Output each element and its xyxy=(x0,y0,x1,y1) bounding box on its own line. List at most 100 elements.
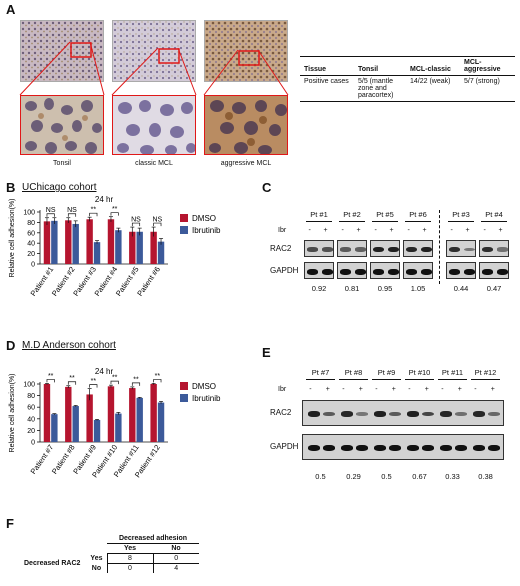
significance-bracket xyxy=(153,222,162,227)
plus-label: + xyxy=(325,386,330,393)
row-header-decreased-rac2: Decreased RAC2 xyxy=(24,559,81,567)
protein-band xyxy=(496,268,508,275)
protein-band xyxy=(389,445,402,451)
table-cell-classic: 14/22 (weak) xyxy=(410,78,451,85)
table-row: Decreased RAC2 Yes 8 0 xyxy=(20,553,199,567)
significance-label: ** xyxy=(133,376,139,383)
protein-band xyxy=(496,247,508,252)
ratio-value: 0.29 xyxy=(346,472,361,481)
bar-dmso xyxy=(43,384,51,442)
protein-band xyxy=(455,445,468,451)
treatment-label: Ibr xyxy=(278,227,287,234)
y-tick-label: 0 xyxy=(31,262,35,269)
bar-ibrutinib xyxy=(136,231,143,264)
bar-ibrutinib xyxy=(115,230,122,264)
protein-band xyxy=(449,246,461,253)
protein-band xyxy=(439,411,452,417)
significance-bracket xyxy=(46,379,55,383)
plus-label: + xyxy=(356,227,361,234)
bar-ibrutinib xyxy=(93,419,101,442)
significance-label: ** xyxy=(91,207,97,214)
significance-bracket xyxy=(89,384,98,388)
protein-band xyxy=(406,268,418,275)
patient-underline xyxy=(372,379,401,380)
blot-strip-gapdh xyxy=(337,262,367,279)
y-tick-label: 80 xyxy=(27,393,35,400)
protein-band xyxy=(373,445,386,451)
significance-label: ** xyxy=(112,206,118,213)
patient-underline xyxy=(471,379,500,380)
y-tick-label: 20 xyxy=(27,428,35,435)
patient-label: Pt #6 xyxy=(409,210,427,219)
patient-underline xyxy=(405,221,431,222)
y-tick-label: 60 xyxy=(27,405,35,412)
protein-band xyxy=(406,246,418,253)
ratio-value: 0.92 xyxy=(311,284,327,293)
plus-label: + xyxy=(490,386,495,393)
table-header-tissue: Tissue xyxy=(304,66,327,73)
significance-bracket xyxy=(110,380,119,385)
significance-label: ** xyxy=(91,378,97,385)
tissue-staining-table: Tissue Tonsil MCL-classic MCL-aggressive… xyxy=(300,56,515,102)
patient-underline xyxy=(438,379,467,380)
minus-label: - xyxy=(474,386,477,393)
protein-band xyxy=(482,268,494,275)
col-yes: Yes xyxy=(107,543,153,554)
protein-band xyxy=(472,411,485,417)
plus-label: + xyxy=(457,386,462,393)
minus-label: - xyxy=(308,227,311,234)
protein-band xyxy=(340,247,352,252)
protein-band xyxy=(449,268,461,275)
protein-band xyxy=(439,445,452,451)
bar-ibrutinib xyxy=(93,242,101,264)
significance-bracket xyxy=(110,212,119,216)
panel-f-label: F xyxy=(6,516,14,531)
table-header-mcl-classic: MCL-classic xyxy=(410,66,451,73)
patient-underline xyxy=(339,379,368,380)
protein-band xyxy=(387,268,399,275)
blot-strip-rac2 xyxy=(403,240,433,257)
protein-band xyxy=(340,411,353,417)
bar-ibrutinib xyxy=(72,223,79,264)
divider-dashed xyxy=(439,210,440,284)
y-tick-label: 60 xyxy=(27,230,35,237)
bar-dmso xyxy=(86,219,93,264)
y-axis-label: Relative cell adhesion(%) xyxy=(9,199,16,278)
chart-b-title: UChicago cohort xyxy=(22,182,97,193)
patient-label: Pt #10 xyxy=(408,368,431,377)
significance-bracket xyxy=(46,213,55,217)
minus-label: - xyxy=(408,386,411,393)
ratio-value: 0.67 xyxy=(412,472,427,481)
protein-band xyxy=(482,246,494,253)
significance-label: ** xyxy=(48,373,54,380)
significance-bracket xyxy=(67,213,77,217)
patient-label: Pt #9 xyxy=(377,368,396,377)
classic-mcl-low-mag-image xyxy=(112,20,196,82)
chart-subtitle: 24 hr xyxy=(95,367,114,376)
patient-underline xyxy=(481,221,507,222)
panel-e-label: E xyxy=(262,345,271,360)
patient-underline xyxy=(306,221,332,222)
significance-bracket xyxy=(67,381,77,385)
plus-label: + xyxy=(391,386,396,393)
protein-band xyxy=(356,445,369,451)
minus-label: - xyxy=(375,386,378,393)
zoom-lines xyxy=(19,41,289,96)
protein-band xyxy=(323,411,336,417)
patient-label: Pt #5 xyxy=(376,210,394,219)
patient-label: Pt #3 xyxy=(452,210,470,219)
bar-dmso xyxy=(65,220,72,264)
minus-label: - xyxy=(450,227,453,234)
legend-swatch xyxy=(180,382,188,390)
blot-strip-gapdh xyxy=(446,262,476,279)
panel-a-label: A xyxy=(6,2,16,17)
protein-band xyxy=(455,411,468,417)
protein-band xyxy=(488,411,501,417)
patient-label: Pt #2 xyxy=(343,210,361,219)
table-cell-aggressive: 5/7 (strong) xyxy=(464,78,500,85)
ratio-value: 0.5 xyxy=(381,472,392,481)
protein-band xyxy=(406,445,419,451)
protein-band xyxy=(307,247,319,252)
bar-dmso xyxy=(150,231,157,264)
protein-band xyxy=(340,445,353,451)
